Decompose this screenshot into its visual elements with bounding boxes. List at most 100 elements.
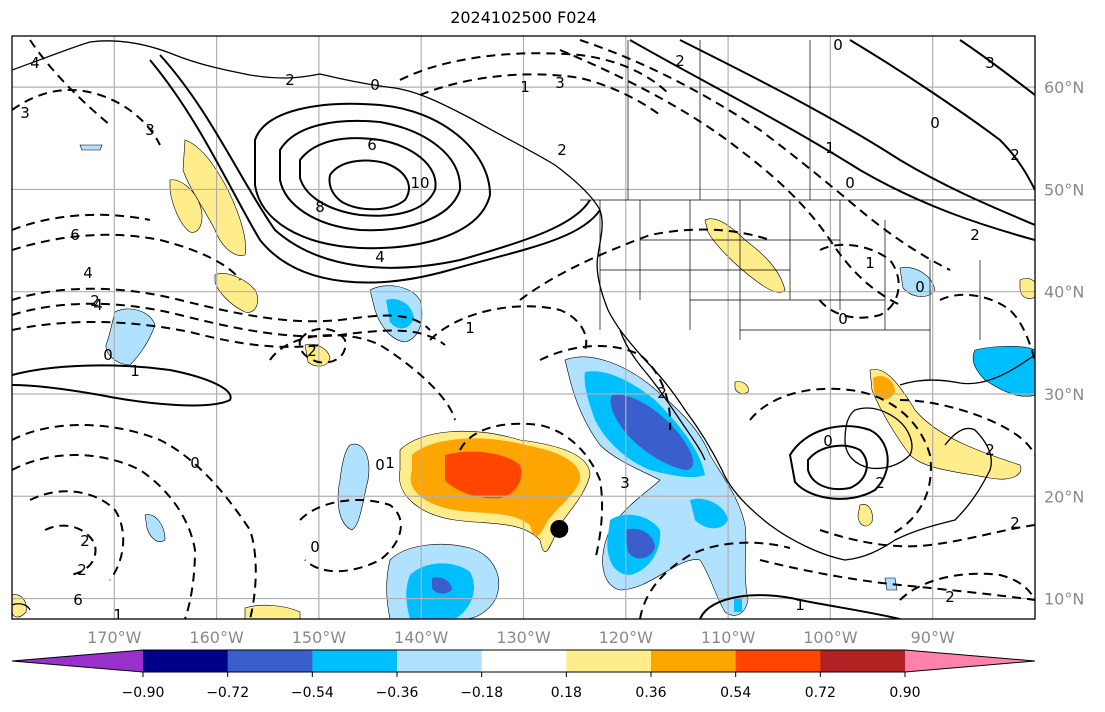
contour-solid — [149, 59, 601, 284]
contour-label: 4 — [83, 264, 93, 282]
contour-dashed — [12, 454, 197, 619]
positive-anomaly-yellow — [734, 381, 749, 394]
contour-label: 1 — [865, 254, 875, 272]
contour-label: 3 — [555, 74, 565, 92]
shaded-fields — [12, 139, 1035, 619]
contour-dashed — [299, 499, 402, 573]
colorbar-tick-label: −0.90 — [122, 685, 165, 701]
contour-label: 3 — [20, 104, 30, 122]
contour-label: 0 — [823, 432, 833, 450]
contour-label: 2 — [80, 532, 90, 550]
contour-dashed — [819, 524, 1035, 548]
map-title: 2024102500 F024 — [450, 8, 597, 27]
lon-tick-label: 170°W — [87, 628, 142, 647]
lon-tick-label: 140°W — [394, 628, 449, 647]
contour-label: 0 — [833, 36, 843, 54]
lon-tick-label: 160°W — [189, 628, 244, 647]
lon-tick-label: 100°W — [803, 628, 858, 647]
contour-dashed — [759, 559, 1035, 601]
longitude-tick-labels: 170°W 160°W 150°W 140°W 130°W 120°W 110°W 100°W… — [87, 628, 955, 647]
contour-solid — [299, 137, 437, 217]
contour-solid — [279, 119, 462, 232]
contour-solid — [679, 39, 1035, 226]
coastline-yucatan — [844, 407, 913, 470]
lat-tick-label: 60°N — [1044, 78, 1084, 97]
colorbar-tick-label: −0.18 — [460, 685, 503, 701]
colorbar-tick-label: 0.90 — [889, 685, 920, 701]
positive-anomaly-yellow — [169, 179, 203, 233]
contour-label: 0 — [310, 538, 320, 556]
contour-dashed — [12, 287, 431, 331]
contour-label: 0 — [370, 76, 380, 94]
contour-solid — [959, 39, 1035, 96]
contour-solid — [629, 39, 1035, 241]
lon-tick-label: 130°W — [496, 628, 551, 647]
latitude-tick-labels: 60°N 50°N 40°N 30°N 20°N 10°N — [1044, 78, 1084, 608]
colorbar-box — [397, 650, 483, 672]
contour-dashed — [12, 89, 161, 146]
contour-label: 0 — [845, 174, 855, 192]
lat-tick-label: 40°N — [1044, 283, 1084, 302]
contour-label: 0 — [838, 310, 848, 328]
contour-label: 0 — [103, 346, 113, 364]
dashed-contours — [12, 39, 1035, 619]
colorbar-tick-label: 0.36 — [635, 685, 666, 701]
colorbar-box — [481, 650, 567, 672]
negative-anomaly-darkblue — [610, 394, 694, 470]
colorbar-tick-labels: −0.90 −0.72 −0.54 −0.36 −0.18 0.18 0.36 0.54 0.7… — [122, 685, 921, 701]
negative-anomaly-lightblue — [884, 577, 898, 591]
contour-label: 3 — [620, 474, 630, 492]
negative-anomaly-lightblue — [144, 514, 166, 542]
positive-anomaly-yellow — [244, 604, 301, 619]
negative-anomaly-darkblue — [432, 577, 452, 594]
contour-dashed — [29, 490, 125, 581]
contour-dashed — [817, 243, 900, 319]
contour-label: 1 — [113, 606, 123, 624]
lon-tick-label: 120°W — [599, 628, 654, 647]
contour-label: 10 — [410, 174, 429, 192]
positive-anomaly-yellow — [704, 218, 786, 293]
negative-anomaly-blue — [386, 298, 414, 329]
contour-label: 2 — [307, 342, 317, 360]
contour-label: 6 — [73, 591, 83, 609]
colorbar-box — [566, 650, 652, 672]
contour-dashed — [12, 302, 446, 346]
contour-dashed — [12, 213, 151, 231]
colorbar-box — [312, 650, 398, 672]
contour-dashed — [459, 422, 604, 561]
contour-dashed — [298, 327, 347, 364]
coastline-island — [12, 603, 31, 611]
coastline-gulf — [899, 354, 1035, 386]
contour-label: 2 — [557, 141, 567, 159]
map-frame — [11, 35, 1036, 620]
contour-dashed — [419, 73, 661, 116]
contour-label: 6 — [70, 226, 80, 244]
contour-label: 4 — [375, 248, 385, 266]
colorbar-box — [651, 650, 737, 672]
lon-tick-label: 110°W — [701, 628, 756, 647]
negative-anomaly-blue — [734, 598, 742, 612]
contour-label: 2 — [985, 441, 995, 459]
positive-anomaly-yellow — [869, 368, 1022, 480]
colorbar-box — [227, 650, 313, 672]
contour-label: 1 — [795, 596, 805, 614]
contour-dashed — [899, 572, 1035, 601]
colorbar-extend-low — [12, 650, 143, 672]
negative-anomaly-lightblue — [79, 144, 103, 151]
contour-dashed — [12, 424, 257, 619]
colorbar-box — [143, 650, 229, 672]
colorbar-tick-label: 0.72 — [805, 685, 836, 701]
contour-label: 2 — [970, 226, 980, 244]
contour-solid — [12, 364, 232, 407]
colorbar — [11, 649, 1036, 677]
contour-label: 2 — [90, 292, 100, 310]
contour-label: 8 — [315, 198, 325, 216]
contour-dashed — [579, 39, 951, 271]
contour-label: 0 — [915, 278, 925, 296]
positive-anomaly-yellow — [214, 273, 259, 313]
contour-dashed — [939, 293, 1035, 361]
colorbar-tick-label: −0.36 — [376, 685, 419, 701]
contour-solid — [807, 444, 868, 490]
